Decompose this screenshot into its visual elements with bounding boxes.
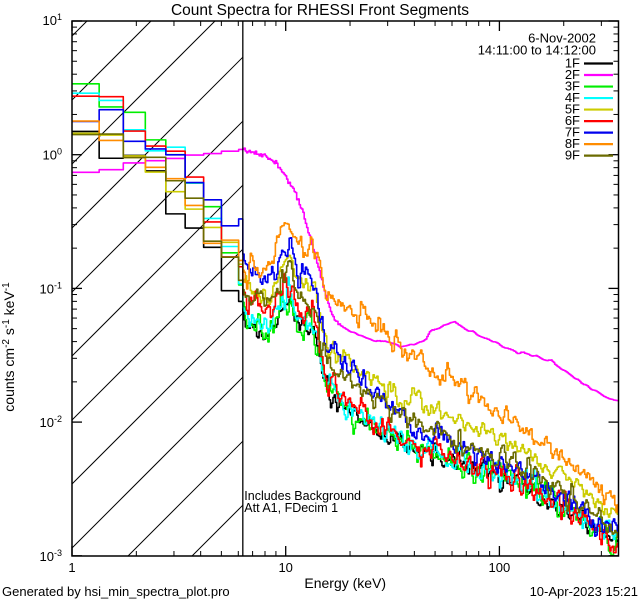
svg-text:Energy (keV): Energy (keV) xyxy=(304,575,386,591)
svg-text:1: 1 xyxy=(68,560,75,575)
svg-text:Att A1, FDecim 1: Att A1, FDecim 1 xyxy=(244,501,338,515)
svg-text:10: 10 xyxy=(278,560,292,575)
svg-text:100: 100 xyxy=(489,560,511,575)
svg-text:10-Apr-2023 15:21: 10-Apr-2023 15:21 xyxy=(530,584,638,599)
svg-text:Count Spectra for RHESSI Front: Count Spectra for RHESSI Front Segments xyxy=(171,2,469,19)
svg-text:9F: 9F xyxy=(565,148,580,163)
svg-text:Generated by hsi_min_spectra_p: Generated by hsi_min_spectra_plot.pro xyxy=(2,584,230,599)
